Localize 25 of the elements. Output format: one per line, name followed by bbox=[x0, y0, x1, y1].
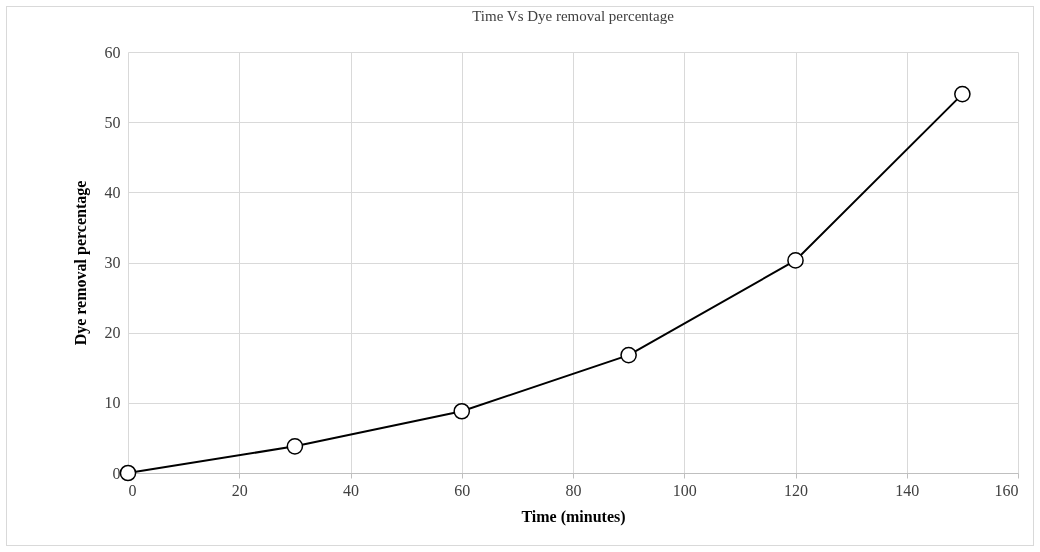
y-tick-label: 10 bbox=[104, 394, 121, 412]
y-tick-label: 40 bbox=[104, 183, 121, 201]
point bbox=[286, 438, 304, 455]
y-tick-label: 30 bbox=[104, 254, 121, 271]
x-tick-label: 80 bbox=[565, 481, 582, 499]
y-tick-label: 0 bbox=[112, 464, 121, 482]
point bbox=[119, 464, 137, 482]
x-tick-label: 60 bbox=[454, 481, 471, 499]
x-tick-label: 20 bbox=[231, 481, 248, 499]
y-tick-label: 20 bbox=[104, 324, 121, 342]
point bbox=[453, 402, 471, 420]
y-axis-title: Dye removal percentage bbox=[71, 180, 90, 346]
x-tick-label: 0 bbox=[128, 481, 137, 499]
x-axis-title: Time (minutes) bbox=[521, 507, 626, 526]
chart-title: Time Vs Dye removal percentage bbox=[472, 8, 675, 24]
point bbox=[787, 252, 804, 269]
point bbox=[620, 346, 637, 364]
x-tick-label: 100 bbox=[672, 481, 697, 499]
y-tick-label: 50 bbox=[104, 113, 121, 131]
point bbox=[954, 85, 971, 103]
x-tick-label: 120 bbox=[784, 481, 808, 499]
y-tick-label: 60 bbox=[104, 43, 121, 61]
x-tick-label: 160 bbox=[994, 481, 1019, 499]
x-tick-label: 140 bbox=[895, 481, 920, 499]
x-tick-label: 40 bbox=[343, 481, 359, 499]
